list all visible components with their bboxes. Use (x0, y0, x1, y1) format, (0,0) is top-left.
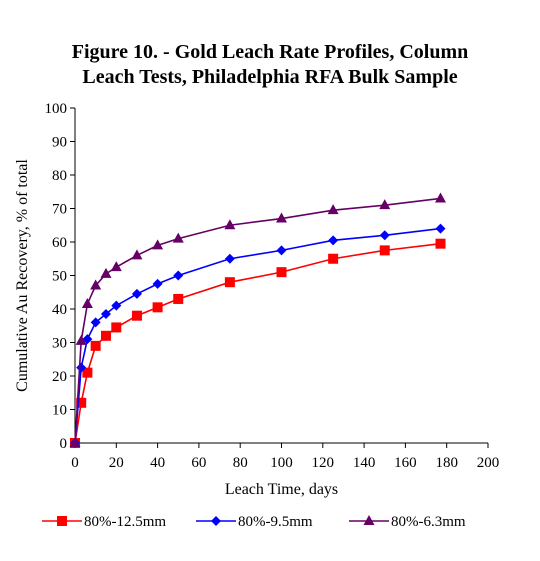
x-axis-label: Leach Time, days (225, 481, 338, 498)
y-tick-label: 70 (52, 202, 67, 218)
legend-marker (363, 515, 375, 525)
data-point (131, 310, 142, 321)
data-point (276, 245, 287, 256)
data-point (111, 322, 122, 333)
data-point (435, 238, 446, 249)
data-point (111, 300, 122, 311)
data-point (328, 235, 339, 246)
x-tick-label: 200 (477, 455, 500, 471)
x-tick-label: 60 (191, 455, 206, 471)
legend-marker (211, 516, 221, 526)
y-tick-label: 90 (52, 135, 67, 151)
data-point (173, 293, 184, 304)
data-point (379, 199, 391, 210)
series-2 (69, 192, 447, 447)
chart-title-line-1: Figure 10. - Gold Leach Rate Profiles, C… (71, 41, 469, 63)
data-point (379, 245, 390, 256)
legend-marker (57, 516, 67, 526)
x-tick-label: 120 (312, 455, 335, 471)
series-line (74, 227, 441, 444)
data-point (276, 267, 287, 278)
data-point (90, 340, 101, 351)
y-tick-label: 30 (52, 336, 67, 352)
series-layer (69, 192, 447, 448)
y-tick-label: 60 (52, 235, 67, 251)
legend-label: 80%-9.5mm (238, 514, 313, 530)
axes: 0 10 20 30 40 50 60 70 80 90 100 0 20 40 60 80 100 120 140… (45, 101, 500, 471)
legend: 80%-12.5mm 80%-9.5mm 80%-6.3mm (42, 514, 466, 530)
legend-item-1: 80%-9.5mm (196, 514, 313, 530)
data-point (131, 249, 143, 260)
data-point (435, 223, 446, 234)
legend-label: 80%-12.5mm (84, 514, 166, 530)
data-point (224, 219, 236, 230)
data-point (152, 302, 163, 313)
y-tick-label: 100 (45, 101, 68, 117)
data-point (152, 239, 164, 250)
x-tick-label: 0 (71, 455, 79, 471)
data-point (328, 253, 339, 264)
data-point (379, 230, 390, 241)
data-point (100, 309, 111, 320)
data-point (173, 270, 184, 281)
x-tick-label: 140 (353, 455, 376, 471)
x-tick-label: 100 (270, 455, 293, 471)
data-point (172, 232, 184, 243)
data-point (224, 277, 235, 288)
data-point (110, 261, 122, 272)
series-1 (70, 223, 446, 448)
data-point (69, 437, 81, 447)
data-point (100, 330, 111, 341)
legend-item-0: 80%-12.5mm (42, 514, 166, 530)
series-line (74, 242, 441, 444)
y-axis-label: Cumulative Au Recovery, % of total (14, 159, 31, 392)
data-point (224, 253, 235, 264)
data-point (76, 397, 87, 408)
data-point (131, 288, 142, 299)
y-tick-label: 50 (52, 269, 67, 285)
y-tick-label: 0 (60, 436, 68, 452)
legend-label: 80%-6.3mm (391, 514, 466, 530)
y-tick-label: 80 (52, 168, 67, 184)
data-point (81, 297, 93, 308)
y-tick-label: 10 (52, 403, 67, 419)
data-point (327, 204, 339, 215)
x-tick-label: 40 (150, 455, 165, 471)
legend-item-2: 80%-6.3mm (349, 514, 466, 530)
chart-title: Figure 10. - Gold Leach Rate Profiles, C… (0, 40, 540, 90)
data-point (75, 334, 87, 345)
series-0 (70, 238, 446, 448)
x-tick-label: 180 (435, 455, 458, 471)
data-point (90, 317, 101, 328)
x-tick-label: 80 (233, 455, 248, 471)
data-point (435, 192, 447, 203)
y-tick-label: 40 (52, 302, 67, 318)
data-point (90, 279, 102, 290)
data-point (82, 367, 93, 378)
x-tick-label: 160 (394, 455, 417, 471)
data-point (152, 278, 163, 289)
y-tick-label: 20 (52, 369, 67, 385)
x-tick-label: 20 (109, 455, 124, 471)
chart-title-line-2: Leach Tests, Philadelphia RFA Bulk Sampl… (82, 66, 458, 88)
data-point (276, 212, 287, 223)
data-point (100, 267, 112, 278)
